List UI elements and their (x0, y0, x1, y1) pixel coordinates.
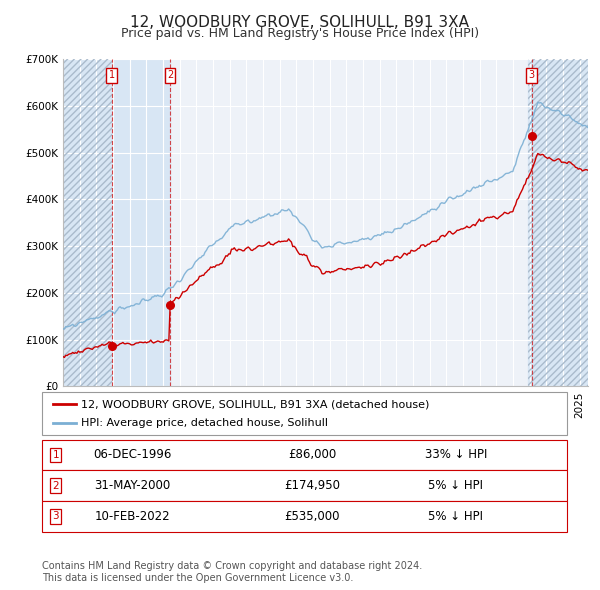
Text: 3: 3 (52, 512, 59, 521)
Text: 12, WOODBURY GROVE, SOLIHULL, B91 3XA (detached house): 12, WOODBURY GROVE, SOLIHULL, B91 3XA (d… (82, 399, 430, 409)
Bar (63, 59, 112, 386)
Bar (529, 59, 588, 386)
Text: 3: 3 (529, 70, 535, 80)
Text: 2: 2 (52, 481, 59, 490)
Text: 33% ↓ HPI: 33% ↓ HPI (425, 448, 487, 461)
Text: £174,950: £174,950 (284, 479, 340, 492)
Text: Price paid vs. HM Land Registry's House Price Index (HPI): Price paid vs. HM Land Registry's House … (121, 27, 479, 40)
Text: HPI: Average price, detached house, Solihull: HPI: Average price, detached house, Soli… (82, 418, 328, 428)
FancyBboxPatch shape (42, 392, 567, 435)
Text: 06-DEC-1996: 06-DEC-1996 (93, 448, 171, 461)
Text: 2: 2 (167, 70, 173, 80)
Text: £535,000: £535,000 (284, 510, 340, 523)
Bar (63, 59, 112, 386)
Text: Contains HM Land Registry data © Crown copyright and database right 2024.
This d: Contains HM Land Registry data © Crown c… (42, 561, 422, 583)
Text: 10-FEB-2022: 10-FEB-2022 (94, 510, 170, 523)
Text: 1: 1 (109, 70, 115, 80)
Text: 5% ↓ HPI: 5% ↓ HPI (428, 510, 484, 523)
Bar (529, 59, 588, 386)
Text: £86,000: £86,000 (288, 448, 336, 461)
Text: 31-MAY-2000: 31-MAY-2000 (94, 479, 170, 492)
Text: 12, WOODBURY GROVE, SOLIHULL, B91 3XA: 12, WOODBURY GROVE, SOLIHULL, B91 3XA (131, 15, 470, 30)
Bar (112, 59, 170, 386)
Text: 1: 1 (52, 450, 59, 460)
Text: 5% ↓ HPI: 5% ↓ HPI (428, 479, 484, 492)
